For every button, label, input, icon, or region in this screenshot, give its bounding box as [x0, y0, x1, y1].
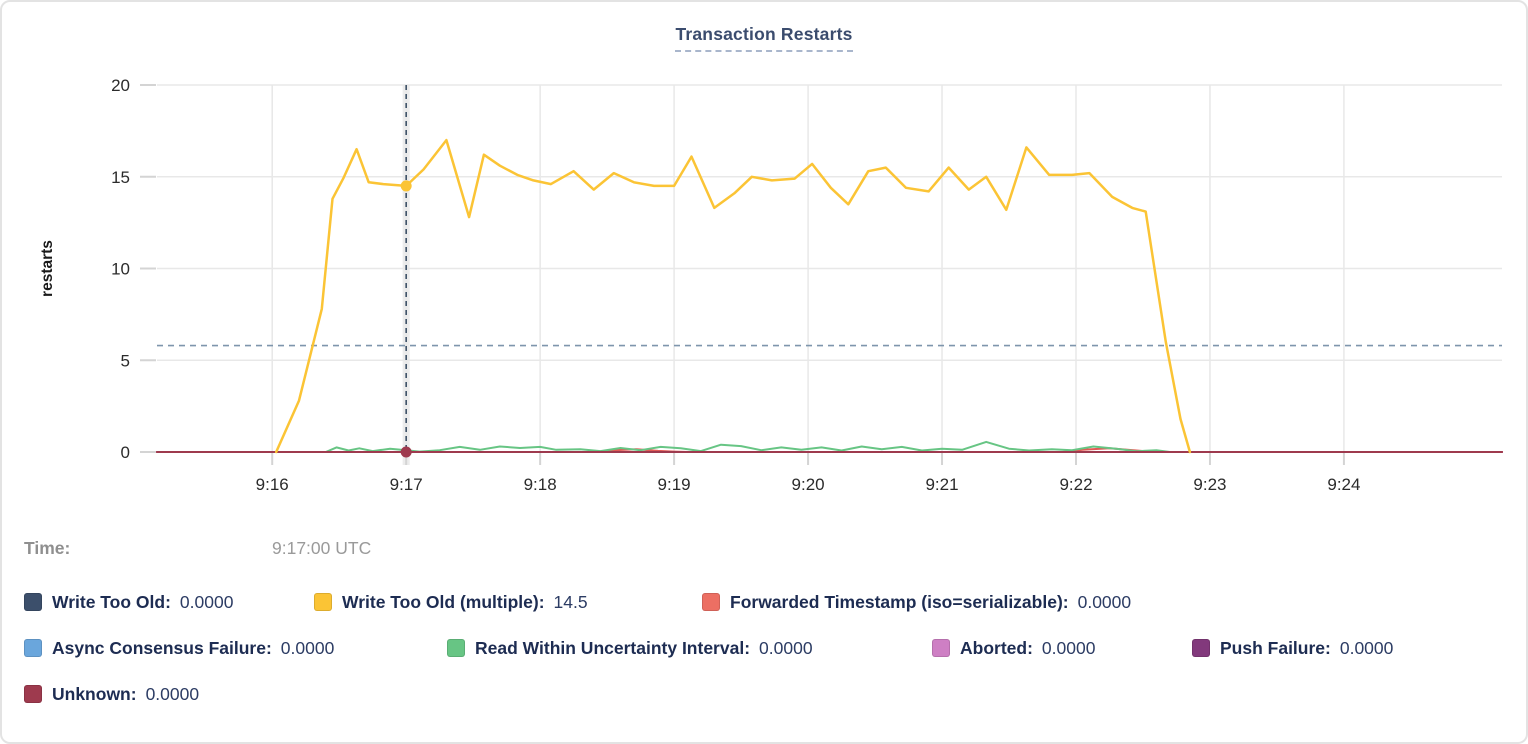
y-tick-label: 10 — [111, 260, 130, 279]
legend-swatch — [24, 593, 42, 611]
y-tick-label: 0 — [121, 443, 130, 462]
legend-swatch — [24, 685, 42, 703]
legend-value: 0.0000 — [759, 637, 813, 658]
legend-label: Push Failure: — [1220, 637, 1331, 658]
y-axis-label: restarts — [39, 240, 56, 297]
legend-label: Write Too Old: — [52, 591, 171, 612]
legend-item-write-too-old[interactable]: Write Too Old: 0.0000 — [24, 592, 314, 613]
tooltip-time-value: 9:17:00 UTC — [272, 538, 372, 558]
legend-swatch — [314, 593, 332, 611]
hover-marker-write-too-old-multiple — [400, 180, 412, 192]
legend-item-async-consensus-failure[interactable]: Async Consensus Failure: 0.0000 — [24, 638, 447, 659]
legend-value: 14.5 — [553, 591, 588, 612]
legend-item-unknown[interactable]: Unknown: 0.0000 — [24, 684, 199, 705]
legend-item-read-within-uncertainty-interval[interactable]: Read Within Uncertainty Interval: 0.0000 — [447, 638, 932, 659]
x-tick-label: 9:24 — [1327, 475, 1360, 494]
x-tick-label: 9:21 — [925, 475, 958, 494]
legend-label: Aborted: — [960, 637, 1033, 658]
legend-row: Write Too Old: 0.0000 Write Too Old (multi… — [24, 590, 1131, 614]
legend-swatch — [702, 593, 720, 611]
x-tick-label: 9:18 — [524, 475, 557, 494]
hover-marker-unknown — [400, 446, 412, 458]
x-tick-label: 9:20 — [792, 475, 825, 494]
legend-label: Unknown: — [52, 683, 137, 704]
chart-title-wrap: Transaction Restarts — [2, 24, 1526, 52]
legend-value: 0.0000 — [1041, 637, 1096, 658]
tooltip-time-row: Time: 9:17:00 UTC — [2, 538, 1526, 562]
legend-row: Async Consensus Failure: 0.0000 Read Withi… — [24, 636, 1393, 660]
legend-swatch — [932, 639, 950, 657]
legend-value: 0.0000 — [179, 591, 234, 612]
legend-item-aborted[interactable]: Aborted: 0.0000 — [932, 638, 1192, 659]
legend-label: Async Consensus Failure: — [52, 637, 272, 658]
legend-value: 0.0000 — [280, 637, 335, 658]
legend-value: 0.0000 — [1077, 591, 1132, 612]
legend-value: 0.0000 — [1339, 637, 1394, 658]
x-tick-label: 9:16 — [256, 475, 289, 494]
chart-canvas[interactable]: 0 5 10 15 20 9:16 9:17 9:18 9:19 9:20 9:21 9:22 9:23… — [2, 2, 1528, 512]
legend-label: Read Within Uncertainty Interval: — [475, 637, 751, 658]
y-tick-label: 20 — [111, 76, 130, 95]
legend-swatch — [24, 639, 42, 657]
legend-swatch — [1192, 639, 1210, 657]
y-tick-label: 15 — [111, 168, 130, 187]
chart-title[interactable]: Transaction Restarts — [675, 24, 853, 52]
y-tick-label: 5 — [121, 351, 130, 370]
legend-value: 0.0000 — [145, 683, 200, 704]
legend-item-forwarded-timestamp-iso-serializable[interactable]: Forwarded Timestamp (iso=serializable): 0… — [702, 592, 1131, 613]
legend-swatch — [447, 639, 465, 657]
legend-item-push-failure[interactable]: Push Failure: 0.0000 — [1192, 638, 1393, 659]
legend-row: Unknown: 0.0000 — [24, 682, 199, 706]
x-tick-label: 9:23 — [1193, 475, 1226, 494]
series-line-write-too-old-multiple — [274, 138, 1192, 454]
legend-label: Forwarded Timestamp (iso=serializable): — [730, 591, 1069, 612]
legend-item-write-too-old-multiple[interactable]: Write Too Old (multiple): 14.5 — [314, 592, 702, 613]
x-tick-label: 9:19 — [658, 475, 691, 494]
series-line-read-within-uncertainty-interval — [324, 440, 1171, 453]
x-tick-label: 9:22 — [1059, 475, 1092, 494]
legend-label: Write Too Old (multiple): — [342, 591, 545, 612]
x-tick-label: 9:17 — [390, 475, 423, 494]
tooltip-time-label: Time: — [24, 538, 71, 558]
